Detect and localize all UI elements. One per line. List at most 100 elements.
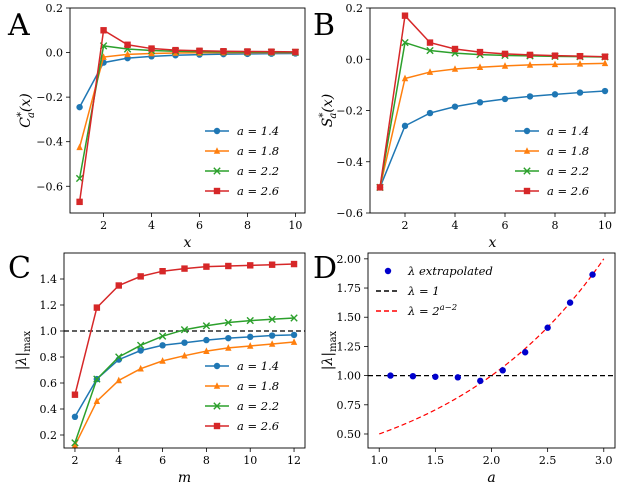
data-point	[181, 265, 188, 272]
x-tick-label: 6	[196, 219, 203, 232]
panel-d: 1.0 1.5 2.0 2.5 3.0 0.50 0.75 1.00 1.25 1.50 1.75 2…	[313, 251, 616, 485]
data-point	[268, 48, 275, 55]
data-point	[401, 122, 409, 130]
y-label-base: S	[320, 118, 336, 128]
y-axis-label: |λ|max	[14, 330, 33, 370]
data-point	[93, 375, 101, 383]
data-point	[224, 318, 233, 327]
y-tick-label: 1.0	[40, 325, 58, 338]
data-point	[247, 333, 254, 341]
data-point	[247, 342, 254, 349]
legend-marker	[213, 422, 221, 430]
data-point	[181, 339, 188, 346]
data-point	[551, 91, 559, 98]
series-line	[379, 14, 606, 188]
x-axis-label: a	[487, 470, 495, 485]
legend-label: a = 1.8	[237, 379, 279, 393]
y-tick-label: 0.4	[40, 403, 58, 416]
legend-marker	[384, 267, 392, 275]
y-tick-label: −0.2	[336, 105, 363, 118]
legend-marker	[213, 127, 221, 135]
data-point	[268, 332, 276, 339]
data-point	[137, 364, 144, 372]
legend-label: a = 2.2	[237, 164, 279, 178]
data-point	[76, 103, 83, 111]
data-point	[401, 38, 409, 47]
series-a-2.6	[76, 27, 299, 206]
data-point	[246, 316, 254, 325]
y-label-sub: max	[22, 330, 33, 351]
series-a-2.6	[71, 260, 298, 398]
data-point	[451, 65, 459, 72]
panel-letter: A	[7, 8, 30, 43]
data-point	[451, 45, 459, 53]
data-point	[203, 336, 210, 344]
panel-a: 2 4 6 8 10 −0.6 −0.4 −0.2 0.0 0.2 Ax C*a(x) a = 1.4 a…	[7, 2, 306, 251]
legend-marker	[213, 167, 221, 175]
data-point	[76, 143, 83, 151]
data-point	[124, 41, 131, 48]
data-point	[376, 184, 384, 191]
y-label-sup: *	[16, 112, 27, 117]
data-point	[521, 349, 529, 356]
data-point	[100, 27, 107, 34]
x-tick-label: 1.0	[370, 454, 388, 467]
legend-marker	[213, 382, 221, 389]
data-point	[181, 351, 188, 359]
series-a-1.4	[71, 331, 298, 420]
x-tick-label: 10	[288, 219, 302, 232]
axes-frame	[63, 252, 306, 449]
legend-label: a = 2.6	[237, 184, 279, 198]
axes-frame	[367, 252, 616, 449]
data-point	[501, 62, 509, 69]
data-point	[225, 334, 232, 342]
y-label-sup: *	[318, 113, 329, 118]
data-point	[71, 441, 79, 449]
panel-letter: C	[8, 251, 31, 286]
y-tick-label: −0.2	[36, 91, 63, 104]
legend-marker	[523, 167, 531, 175]
data-point	[387, 372, 394, 379]
data-point	[432, 373, 439, 380]
data-point	[159, 357, 166, 364]
data-point	[268, 340, 276, 347]
data-point	[137, 273, 144, 280]
y-tick-label: 0.2	[40, 429, 58, 442]
y-tick-label: 0.6	[40, 377, 58, 390]
x-tick-label: 4	[148, 219, 155, 232]
series-a-1.4	[76, 50, 299, 111]
fit-curve	[379, 258, 605, 435]
series-line	[379, 90, 606, 188]
y-tick-label: 1.25	[337, 340, 362, 353]
x-tick-label: 4	[452, 219, 459, 232]
x-tick-label: 2.0	[483, 454, 501, 467]
data-point	[401, 12, 409, 19]
y-tick-label: 1.75	[337, 282, 362, 295]
data-point	[290, 260, 298, 268]
x-tick-label: 10	[243, 454, 257, 467]
data-point	[124, 50, 131, 58]
data-point	[137, 347, 144, 354]
data-point	[71, 413, 79, 420]
data-point	[247, 262, 254, 269]
data-point	[426, 109, 434, 117]
legend-label: a = 1.8	[547, 144, 589, 158]
y-tick-label: 2.00	[337, 253, 362, 266]
data-point	[451, 103, 459, 110]
y-tick-label: −0.4	[36, 136, 63, 149]
data-point	[401, 74, 409, 82]
y-tick-label: 0.0	[46, 47, 64, 60]
data-point	[180, 326, 189, 334]
data-point	[426, 39, 434, 46]
data-point	[544, 324, 551, 331]
data-point	[71, 439, 79, 447]
legend-label: λ extrapolated	[407, 264, 493, 278]
data-point	[196, 47, 203, 54]
series-a-1.8	[71, 338, 298, 449]
y-label-sub: a	[26, 112, 37, 118]
y-axis-label: S*a(x)	[318, 94, 339, 127]
y-tick-label: 1.4	[40, 273, 58, 286]
data-point	[476, 99, 484, 106]
data-point	[426, 46, 434, 55]
data-point	[526, 93, 534, 100]
